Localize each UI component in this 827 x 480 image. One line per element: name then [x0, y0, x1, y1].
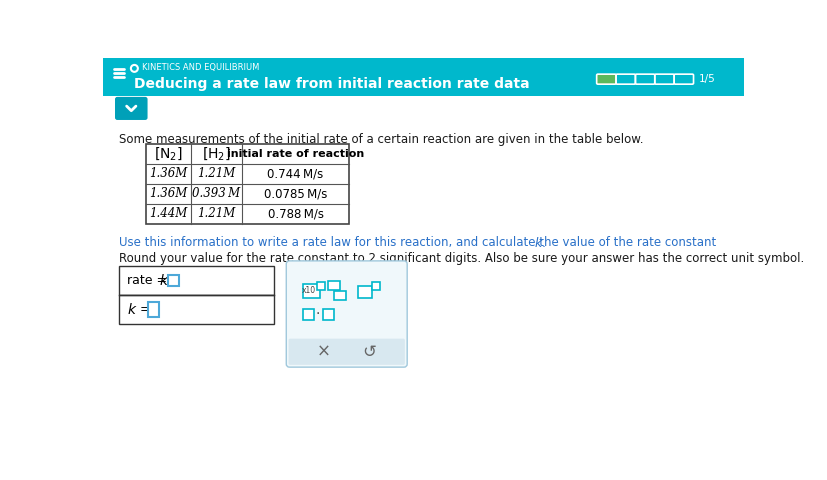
Text: 1.44M: 1.44M — [150, 207, 188, 220]
Text: KINETICS AND EQUILIBRIUM: KINETICS AND EQUILIBRIUM — [142, 63, 260, 72]
Bar — [334, 291, 346, 300]
Bar — [119, 295, 274, 324]
Text: 1.21M: 1.21M — [198, 168, 236, 180]
Bar — [328, 281, 340, 290]
Bar — [357, 286, 371, 298]
Text: 1.21M: 1.21M — [198, 207, 236, 220]
Text: 0.0785 M/s: 0.0785 M/s — [264, 187, 327, 200]
Bar — [304, 310, 314, 320]
FancyBboxPatch shape — [286, 261, 407, 367]
Text: 0.393 M: 0.393 M — [193, 187, 241, 200]
Bar — [323, 310, 334, 320]
Bar — [169, 275, 179, 286]
Bar — [146, 144, 349, 224]
Text: ·: · — [316, 307, 320, 321]
Text: Use this information to write a rate law for this reaction, and calculate the va: Use this information to write a rate law… — [119, 236, 719, 249]
Text: 0.788 M/s: 0.788 M/s — [268, 207, 323, 220]
Bar — [304, 284, 320, 298]
Text: $\mathregular{[H_2]}$: $\mathregular{[H_2]}$ — [202, 145, 231, 162]
Text: ↺: ↺ — [363, 343, 376, 361]
Text: ×: × — [317, 343, 331, 361]
Text: 1.36M: 1.36M — [150, 168, 188, 180]
Bar — [371, 282, 380, 290]
Bar — [148, 302, 159, 317]
Text: x10: x10 — [302, 287, 316, 295]
FancyBboxPatch shape — [115, 97, 147, 120]
Text: 1/5: 1/5 — [699, 74, 715, 84]
Text: Round your value for the rate constant to 2 significant digits. Also be sure you: Round your value for the rate constant t… — [119, 252, 804, 264]
Text: 0.744 M/s: 0.744 M/s — [267, 168, 323, 180]
Text: $k$.: $k$. — [533, 236, 545, 250]
Text: Some measurements of the initial rate of a certain reaction are given in the tab: Some measurements of the initial rate of… — [119, 133, 643, 146]
FancyBboxPatch shape — [289, 339, 405, 365]
Text: $k$: $k$ — [159, 273, 170, 288]
Text: initial rate of reaction: initial rate of reaction — [227, 149, 364, 159]
Text: Deducing a rate law from initial reaction rate data: Deducing a rate law from initial reactio… — [134, 77, 530, 91]
Text: rate =: rate = — [127, 274, 170, 287]
Bar — [119, 265, 274, 295]
Text: 1.36M: 1.36M — [150, 187, 188, 200]
Text: $\mathregular{[N_2]}$: $\mathregular{[N_2]}$ — [154, 145, 183, 162]
FancyBboxPatch shape — [596, 74, 616, 84]
Bar — [318, 282, 325, 290]
Text: =: = — [136, 303, 155, 316]
Bar — [103, 58, 744, 96]
Text: $k$: $k$ — [127, 302, 137, 317]
